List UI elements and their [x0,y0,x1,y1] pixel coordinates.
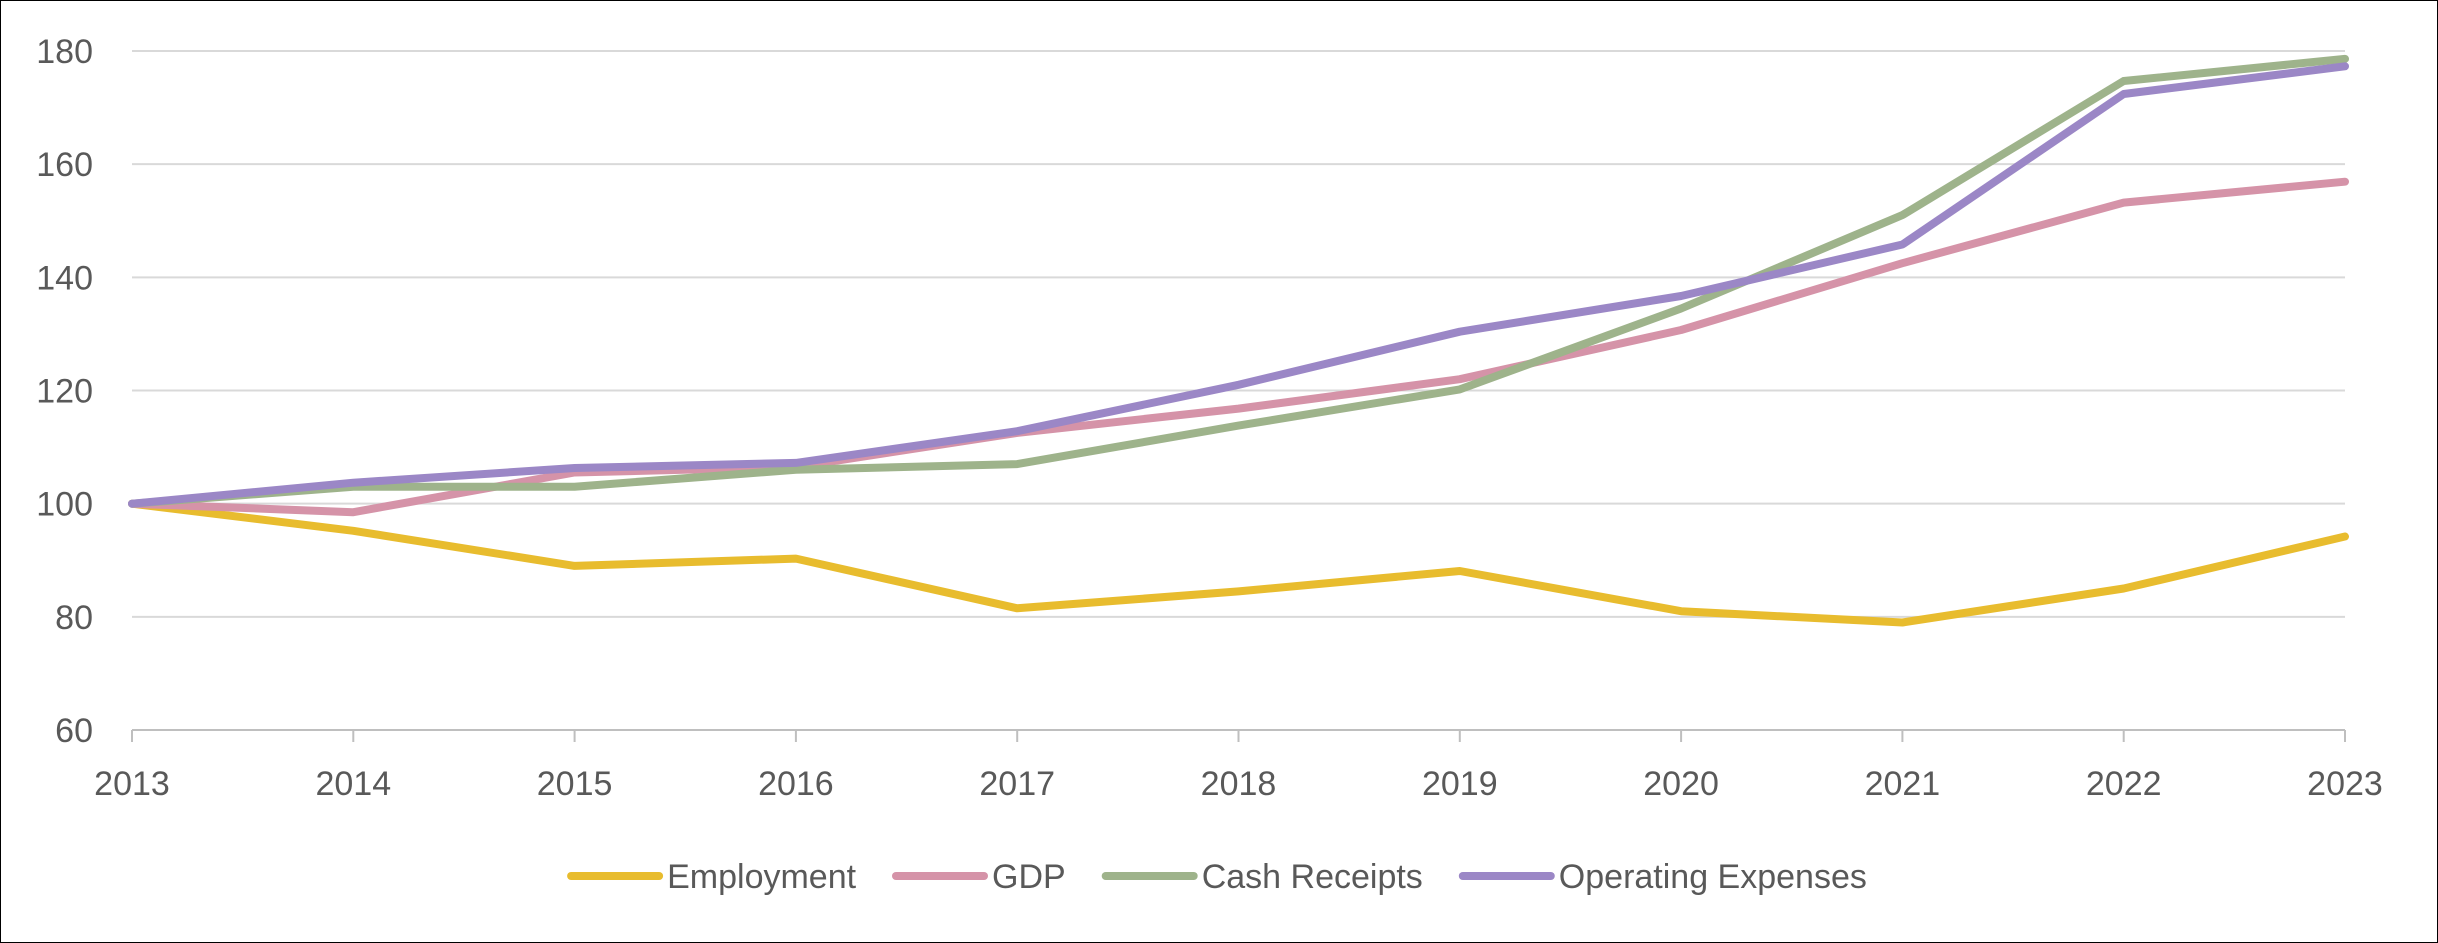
y-tick-label: 140 [36,259,93,297]
legend-label: Cash Receipts [1202,858,1423,896]
gridlines [132,50,2345,618]
legend-label: Employment [667,858,857,896]
y-tick-label: 180 [36,33,93,71]
legend-item-cash-receipts: Cash Receipts [1101,858,1423,896]
x-tick-label: 2021 [1865,765,1941,803]
x-tick-label: 2017 [979,765,1055,803]
x-tick-label: 2014 [315,765,391,803]
x-axis-tick-labels: 2013 2014 2015 2016 2017 2018 2019 2020 2021 2022… [94,765,2383,803]
legend-label: GDP [992,858,1066,896]
x-tick-label: 2015 [537,765,613,803]
legend-label: Operating Expenses [1559,858,1867,896]
series-line-operating-expenses [128,62,2349,508]
x-tick-label: 2018 [1201,765,1277,803]
series-line-gdp [128,177,2349,517]
y-tick-label: 60 [55,712,93,750]
x-tick-label: 2022 [2086,765,2162,803]
y-tick-label: 120 [36,373,93,411]
legend-item-gdp: GDP [892,858,1066,896]
x-tick-label: 2019 [1422,765,1498,803]
legend: Employment GDP Cash Receipts Operating Expe… [567,858,1867,896]
x-tick-label: 2020 [1643,765,1719,803]
y-axis-tick-labels: 60 80 100 120 140 160 180 [36,33,93,750]
legend-item-operating-expenses: Operating Expenses [1458,858,1867,896]
x-tick-label: 2016 [758,765,834,803]
legend-item-employment: Employment [567,858,857,896]
x-tick-label: 2013 [94,765,170,803]
y-tick-label: 80 [55,599,93,637]
y-tick-label: 160 [36,146,93,184]
x-tick-label: 2023 [2307,765,2383,803]
y-tick-label: 100 [36,486,93,524]
series-lines [128,54,2349,627]
x-axis [131,729,2346,742]
series-line-employment [128,499,2349,627]
series-line-cash-receipts [128,54,2349,508]
